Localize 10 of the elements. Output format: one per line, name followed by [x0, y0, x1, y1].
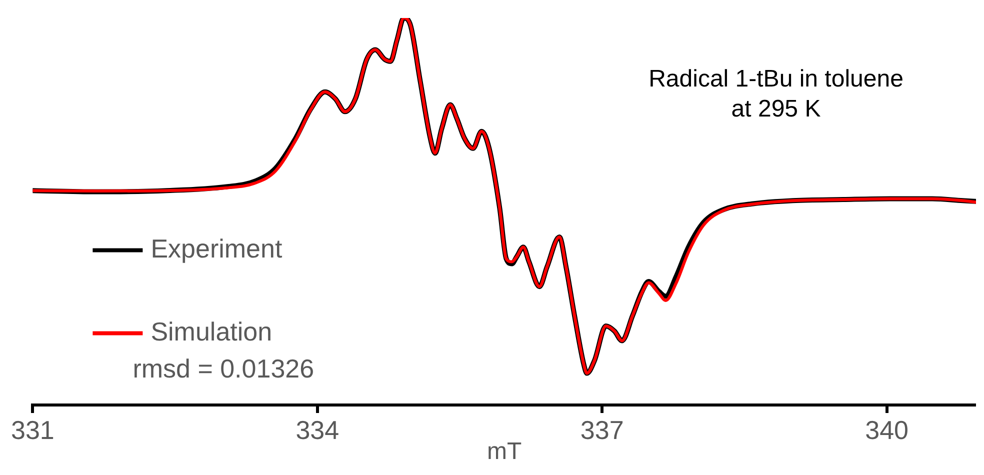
x-tick-label: 340 [865, 414, 908, 445]
x-tick-label: 334 [296, 414, 340, 445]
x-axis-title: mT [487, 438, 522, 466]
annotation: Radical 1-tBu in toluene [648, 66, 904, 93]
legend-label: Simulation [150, 316, 272, 346]
annotation: at 295 K [731, 96, 821, 123]
legend-label: Experiment [150, 233, 283, 264]
x-tick-label: 331 [10, 414, 54, 445]
x-tick-label: 337 [580, 414, 624, 445]
annotation: rmsd = 0.01326 [132, 353, 314, 384]
